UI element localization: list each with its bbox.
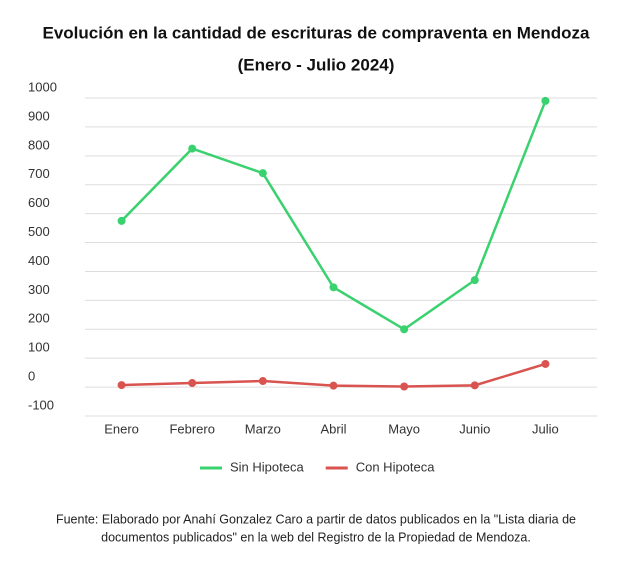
y-tick-label: 200 <box>28 311 50 326</box>
legend-label: Sin Hipoteca <box>230 459 304 474</box>
y-tick-label: 900 <box>28 108 50 123</box>
y-tick-label: 700 <box>28 166 50 181</box>
data-point <box>329 381 338 390</box>
y-tick-label: 0 <box>28 369 35 384</box>
legend-label: Con Hipoteca <box>356 459 436 474</box>
x-tick-label: Enero <box>104 421 139 436</box>
y-tick-label: 300 <box>28 282 50 297</box>
chart-title: (Enero - Julio 2024) <box>238 55 395 74</box>
data-point <box>117 216 126 225</box>
y-tick-label: 1000 <box>28 79 57 94</box>
data-point <box>188 379 197 388</box>
data-point <box>258 169 267 178</box>
series-line <box>120 100 547 331</box>
data-point <box>117 381 126 390</box>
data-point <box>541 359 550 368</box>
x-tick-label: Julio <box>532 421 559 436</box>
x-tick-label: Mayo <box>388 421 420 436</box>
chart-title: Evolución en la cantidad de escrituras d… <box>43 23 591 42</box>
x-tick-label: Marzo <box>245 421 281 436</box>
y-tick-label: 400 <box>28 253 50 268</box>
y-tick-label: 600 <box>28 195 50 210</box>
data-point <box>188 144 197 153</box>
source-note: documentos publicados" en la web del Reg… <box>101 530 531 544</box>
y-tick-label: 500 <box>28 224 50 239</box>
x-tick-label: Abril <box>320 421 346 436</box>
y-tick-label: 100 <box>28 340 50 355</box>
y-tick-label: -100 <box>28 397 54 412</box>
data-point <box>470 381 479 390</box>
data-point <box>541 96 550 105</box>
source-note: Fuente: Elaborado por Anahí Gonzalez Car… <box>56 512 576 526</box>
data-point <box>400 325 409 334</box>
y-tick-label: 800 <box>28 137 50 152</box>
data-point <box>329 283 338 292</box>
x-tick-label: Febrero <box>169 421 215 436</box>
data-point <box>258 377 267 386</box>
data-point <box>400 382 409 391</box>
x-tick-label: Junio <box>459 421 490 436</box>
data-point <box>470 276 479 285</box>
